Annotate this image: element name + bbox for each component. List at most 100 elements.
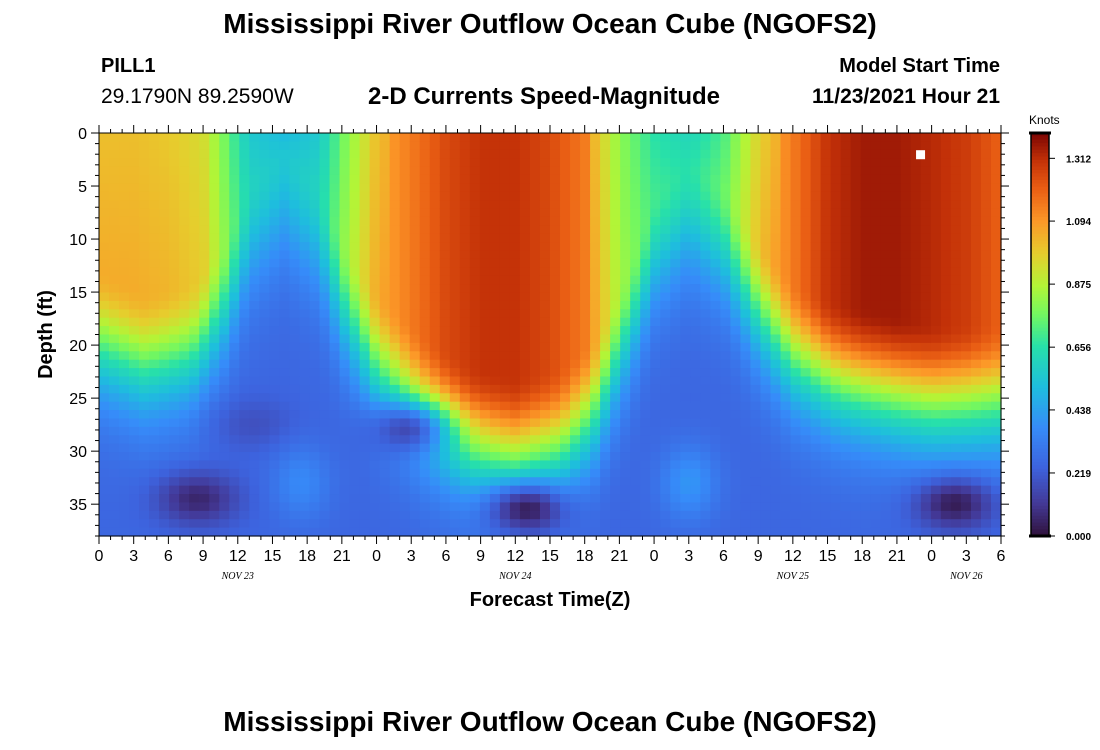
heatmap-cell (179, 527, 190, 537)
heatmap-cell (289, 502, 301, 512)
heatmap-cell (259, 309, 270, 319)
heatmap-cell (109, 174, 120, 184)
heatmap-cell (259, 267, 270, 277)
heatmap-cell (790, 250, 802, 260)
heatmap-cell (980, 267, 992, 277)
heatmap-cell (880, 309, 892, 319)
heatmap-cell (610, 275, 621, 285)
heatmap-cell (189, 468, 200, 478)
heatmap-cell (860, 376, 872, 386)
heatmap-cell (469, 141, 481, 151)
heatmap-cell (179, 443, 190, 453)
heatmap-cell (329, 275, 341, 285)
heatmap-cell (439, 468, 451, 478)
heatmap-cell (730, 401, 742, 411)
heatmap-cell (389, 317, 401, 327)
heatmap-cell (620, 410, 631, 420)
heatmap-cell (810, 267, 822, 277)
heatmap-cell (489, 485, 501, 495)
colorbar-swatch (1031, 317, 1049, 322)
heatmap-cell (890, 225, 902, 235)
heatmap-cell (910, 485, 922, 495)
heatmap-cell (299, 342, 311, 352)
heatmap-cell (279, 284, 291, 294)
heatmap-cell (459, 225, 471, 235)
heatmap-cell (339, 284, 351, 294)
heatmap-cell (249, 275, 260, 285)
colorbar-swatch (1031, 408, 1049, 413)
heatmap-cell (660, 250, 671, 260)
heatmap-cell (349, 527, 361, 537)
heatmap-cell (449, 494, 461, 504)
heatmap-cell (209, 418, 220, 428)
heatmap-cell (570, 519, 581, 529)
heatmap-cell (940, 510, 952, 520)
heatmap-cell (780, 200, 792, 210)
heatmap-cell (800, 250, 812, 260)
heatmap-cell (810, 342, 822, 352)
heatmap-cell (850, 242, 862, 252)
heatmap-cell (449, 258, 461, 268)
heatmap-cell (129, 258, 140, 268)
heatmap-cell (740, 351, 752, 361)
heatmap-cell (880, 376, 892, 386)
heatmap-cell (710, 133, 721, 142)
heatmap-cell (970, 401, 982, 411)
heatmap-cell (129, 158, 140, 168)
heatmap-cell (870, 393, 882, 403)
heatmap-cell (109, 334, 120, 344)
heatmap-cell (329, 317, 341, 327)
heatmap-cell (820, 426, 832, 436)
heatmap-cell (670, 468, 681, 478)
heatmap-cell (850, 174, 862, 184)
heatmap-cell (359, 242, 371, 252)
x-tick-label: 3 (684, 548, 693, 565)
heatmap-cell (850, 485, 862, 495)
heatmap-cell (109, 166, 120, 176)
heatmap-cell (550, 292, 561, 302)
heatmap-cell (419, 208, 431, 218)
heatmap-cell (560, 149, 571, 159)
heatmap-cell (469, 200, 481, 210)
heatmap-cell (910, 460, 922, 470)
heatmap-cell (539, 376, 551, 386)
heatmap-cell (369, 242, 381, 252)
heatmap-cell (640, 158, 651, 168)
heatmap-cell (319, 191, 331, 201)
colorbar-swatch (1031, 499, 1049, 504)
heatmap-cell (600, 317, 611, 327)
heatmap-cell (219, 418, 230, 428)
heatmap-cell (820, 502, 832, 512)
heatmap-cell (209, 401, 220, 411)
heatmap-cell (359, 216, 371, 226)
heatmap-cell (429, 166, 441, 176)
heatmap-cell (129, 485, 140, 495)
heatmap-cell (209, 368, 220, 378)
heatmap-cell (309, 309, 321, 319)
heatmap-cell (519, 527, 531, 537)
heatmap-cell (930, 141, 942, 151)
heatmap-cell (740, 519, 752, 529)
heatmap-cell (570, 292, 581, 302)
heatmap-cell (570, 326, 581, 336)
heatmap-cell (670, 460, 681, 470)
heatmap-cell (239, 166, 250, 176)
heatmap-cell (449, 183, 461, 193)
heatmap-cell (229, 326, 240, 336)
heatmap-cell (620, 376, 631, 386)
heatmap-cell (109, 477, 120, 487)
heatmap-cell (259, 452, 270, 462)
heatmap-cell (910, 267, 922, 277)
heatmap-cell (930, 334, 942, 344)
heatmap-cell (630, 477, 641, 487)
heatmap-cell (199, 250, 210, 260)
heatmap-cell (429, 174, 441, 184)
heatmap-cell (730, 133, 742, 142)
heatmap-cell (680, 166, 691, 176)
heatmap-cell (610, 292, 621, 302)
heatmap-cell (289, 166, 301, 176)
heatmap-cell (479, 284, 491, 294)
heatmap-cell (690, 174, 701, 184)
heatmap-cell (650, 174, 661, 184)
heatmap-cell (349, 452, 361, 462)
